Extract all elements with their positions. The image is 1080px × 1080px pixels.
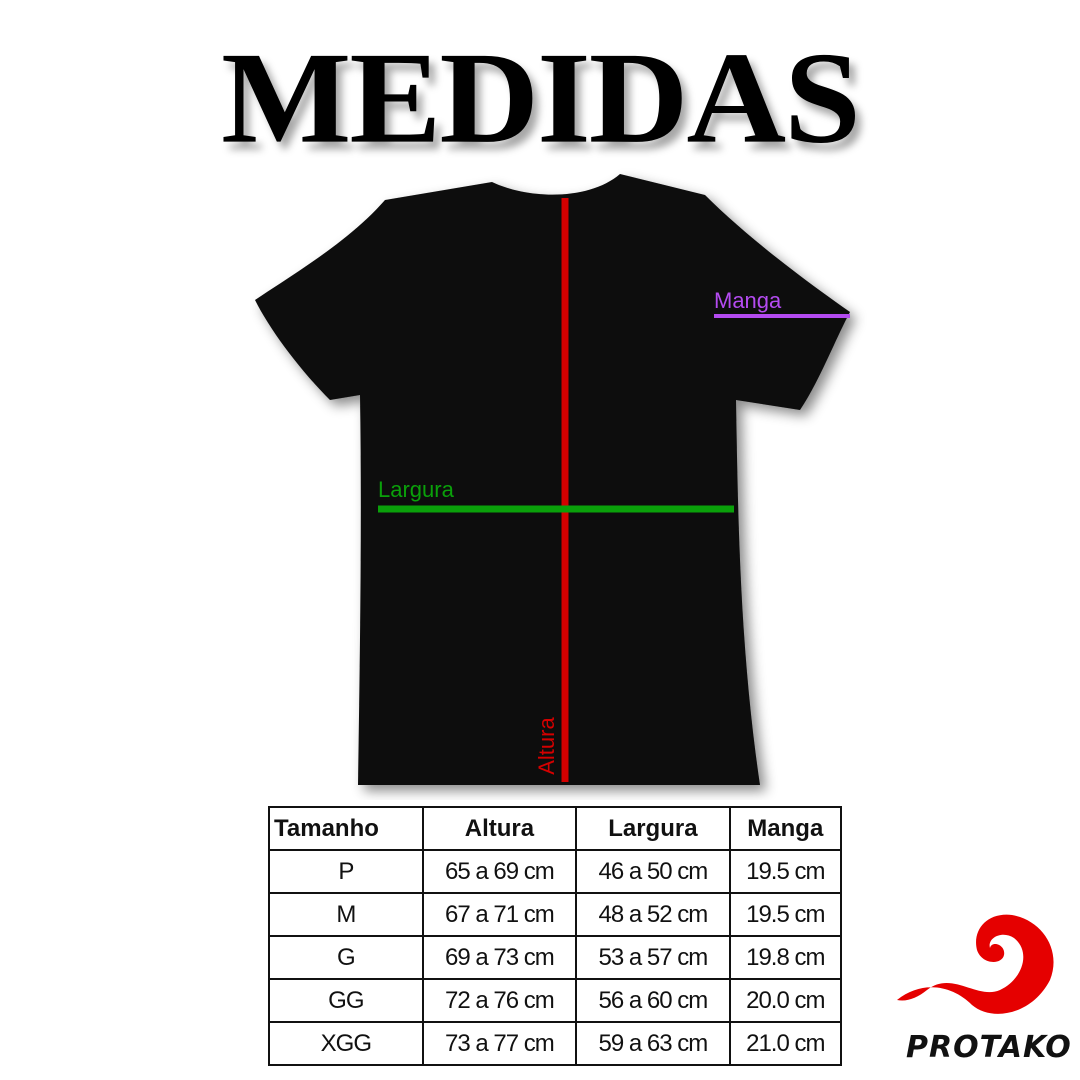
cell: 53 a 57 cm <box>575 935 731 980</box>
cell: 19.5 cm <box>728 849 843 894</box>
cell: 67 a 71 cm <box>421 892 578 937</box>
table-row: M 67 a 71 cm 48 a 52 cm 19.5 cm <box>268 892 843 937</box>
header-largura: Largura <box>575 806 731 851</box>
table-row: GG 72 a 76 cm 56 a 60 cm 20.0 cm <box>268 978 843 1023</box>
header-altura: Altura <box>421 806 578 851</box>
cell: 19.5 cm <box>728 892 843 937</box>
cell: 69 a 73 cm <box>421 935 578 980</box>
cell: 65 a 69 cm <box>421 849 578 894</box>
tshirt-diagram <box>255 174 850 785</box>
cell: 20.0 cm <box>728 978 843 1023</box>
altura-label: Altura <box>534 717 559 775</box>
cell: XGG <box>268 1021 424 1066</box>
cell: GG <box>268 978 424 1023</box>
cell: M <box>268 892 424 937</box>
manga-label: Manga <box>714 288 782 313</box>
cell: 59 a 63 cm <box>575 1021 731 1066</box>
table-row: G 69 a 73 cm 53 a 57 cm 19.8 cm <box>268 935 843 980</box>
cell: G <box>268 935 424 980</box>
tshirt-shape <box>255 174 850 785</box>
cell: 48 a 52 cm <box>575 892 731 937</box>
table-header-row: Tamanho Altura Largura Manga <box>268 806 843 851</box>
cell: 72 a 76 cm <box>421 978 578 1023</box>
cell: 21.0 cm <box>728 1021 843 1066</box>
page-title: MEDIDAS <box>221 24 861 171</box>
table-row: XGG 73 a 77 cm 59 a 63 cm 21.0 cm <box>268 1021 843 1066</box>
cell: P <box>268 849 424 894</box>
header-tamanho: Tamanho <box>268 806 424 851</box>
cell: 46 a 50 cm <box>575 849 731 894</box>
table-row: P 65 a 69 cm 46 a 50 cm 19.5 cm <box>268 849 843 894</box>
cell: 73 a 77 cm <box>421 1021 578 1066</box>
cell: 56 a 60 cm <box>575 978 731 1023</box>
header-manga: Manga <box>728 806 843 851</box>
largura-label: Largura <box>378 477 454 502</box>
size-table: Tamanho Altura Largura Manga P 65 a 69 cm… <box>268 806 843 1066</box>
protako-cloud-logo-icon <box>897 914 1054 1014</box>
logo-text: PROTAKO <box>906 1030 1072 1065</box>
cell: 19.8 cm <box>728 935 843 980</box>
